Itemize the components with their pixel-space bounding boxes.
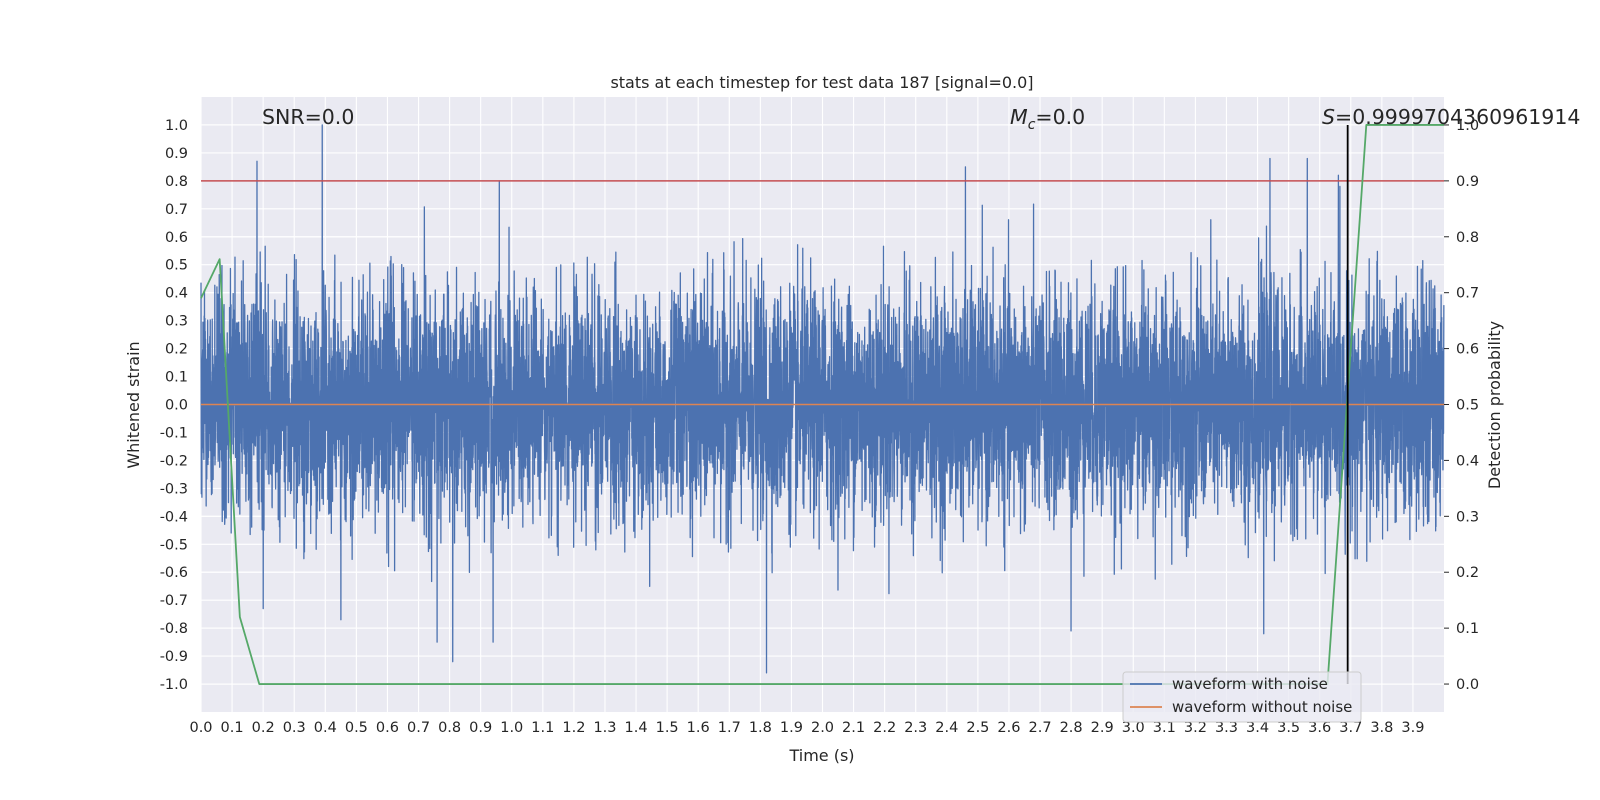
y-tick-label: -0.8 [160, 621, 188, 637]
x-tick-label: 2.8 [1060, 720, 1083, 736]
y-tick-label: -0.4 [160, 509, 188, 525]
x-tick-label: 3.2 [1184, 720, 1207, 736]
y2-tick-label: 0.1 [1456, 621, 1479, 637]
x-tick-label: 2.9 [1091, 720, 1114, 736]
y-tick-label: 0.2 [165, 342, 188, 358]
detection-probability-line [200, 124, 1444, 685]
detection-score-symbol: S [1322, 105, 1335, 129]
x-tick-label: 3.6 [1308, 720, 1331, 736]
x-tick-label: 0.5 [345, 720, 368, 736]
x-tick-label: 3.8 [1370, 720, 1393, 736]
y-tick-label: 0.9 [165, 146, 188, 162]
x-tick-label: 3.7 [1339, 720, 1362, 736]
legend: waveform with noise waveform without noi… [1122, 671, 1362, 723]
series-detection-probability [200, 124, 1444, 685]
x-tick-label: 1.6 [687, 720, 710, 736]
x-tick-label: 2.0 [811, 720, 834, 736]
series-waveform-with-noise [200, 124, 1445, 674]
x-tick-label: 1.4 [625, 720, 648, 736]
y2-tick-label: 0.8 [1456, 230, 1479, 246]
x-tick-label: 1.2 [562, 720, 585, 736]
y-tick-label: -0.1 [160, 425, 188, 441]
x-tick-label: 0.8 [438, 720, 461, 736]
waveform-with-noise-line [200, 124, 1445, 674]
chirp-mass-value: =0.0 [1035, 105, 1085, 129]
y-tick-label: -0.7 [160, 593, 188, 609]
x-tick-label: 3.1 [1153, 720, 1176, 736]
x-tick-label: 3.9 [1401, 720, 1424, 736]
detection-score-value: =0.9999704360961914 [1335, 105, 1580, 129]
x-axis-label: Time (s) [788, 746, 854, 765]
legend-label-waveform-without-noise: waveform without noise [1172, 698, 1352, 716]
y-tick-label: 0.6 [165, 230, 188, 246]
chart-title: stats at each timestep for test data 187… [610, 73, 1033, 92]
x-tick-label: 2.3 [904, 720, 927, 736]
x-tick-label: 1.8 [749, 720, 772, 736]
x-tick-label: 1.7 [718, 720, 741, 736]
x-tick-label: 1.9 [780, 720, 803, 736]
y2-tick-label: 0.0 [1456, 677, 1479, 693]
y-tick-label: 0.0 [165, 398, 188, 414]
x-tick-label: 2.5 [966, 720, 989, 736]
detection-score-annotation: S=0.9999704360961914 [1322, 105, 1580, 129]
legend-label-waveform-with-noise: waveform with noise [1172, 675, 1328, 693]
x-tick-label: 1.5 [656, 720, 679, 736]
x-tick-label: 1.3 [593, 720, 616, 736]
x-tick-label: 0.0 [189, 720, 212, 736]
x-tick-label: 3.0 [1122, 720, 1145, 736]
x-tick-labels: 0.0 0.1 0.2 0.3 0.4 0.5 0.6 0.7 0.8 0.9 1.0 1.1 1.2 1… [189, 720, 1424, 736]
y2-tick-label: 0.2 [1456, 565, 1479, 581]
chirp-mass-subscript: c [1028, 117, 1036, 133]
y-tick-label: -0.2 [160, 453, 188, 469]
y2-tick-labels: 1.0 0.9 0.8 0.7 0.6 0.5 0.4 0.3 0.2 0.1 0.0 [1444, 118, 1479, 693]
chirp-mass-annotation: Mc=0.0 [1010, 105, 1085, 133]
y2-tick-label: 0.4 [1456, 453, 1479, 469]
chirp-mass-symbol: M [1010, 105, 1028, 129]
y2-tick-label: 0.7 [1456, 286, 1479, 302]
x-tick-label: 2.7 [1028, 720, 1051, 736]
y-tick-labels: 1.0 0.9 0.8 0.7 0.6 0.5 0.4 0.3 0.2 0.1 0.0 -0.1 -0.… [160, 118, 188, 693]
y-tick-label: -0.9 [160, 649, 188, 665]
y-tick-label: 0.5 [165, 258, 188, 274]
x-tick-label: 0.7 [407, 720, 430, 736]
snr-annotation: SNR=0.0 [262, 105, 354, 129]
x-tick-label: 3.3 [1215, 720, 1238, 736]
x-tick-label: 2.4 [935, 720, 958, 736]
y-tick-label: 0.7 [165, 202, 188, 218]
y2-tick-label: 0.6 [1456, 342, 1479, 358]
y-tick-label: 1.0 [165, 118, 188, 134]
x-tick-label: 0.6 [376, 720, 399, 736]
y2-tick-label: 0.5 [1456, 398, 1479, 414]
x-tick-label: 0.2 [252, 720, 275, 736]
x-tick-label: 0.3 [283, 720, 306, 736]
y-tick-label: 0.3 [165, 314, 188, 330]
x-tick-label: 2.1 [842, 720, 865, 736]
y-tick-label: -0.3 [160, 481, 188, 497]
x-tick-label: 1.0 [500, 720, 523, 736]
x-tick-label: 0.9 [469, 720, 492, 736]
x-tick-label: 0.4 [314, 720, 337, 736]
x-tick-label: 3.4 [1246, 720, 1269, 736]
y2-axis-label: Detection probability [1485, 321, 1504, 489]
x-tick-label: 2.6 [997, 720, 1020, 736]
y-tick-label: 0.4 [165, 286, 188, 302]
x-tick-label: 1.1 [531, 720, 554, 736]
x-tick-label: 2.2 [873, 720, 896, 736]
y-tick-label: -0.6 [160, 565, 188, 581]
legend-box [1122, 671, 1362, 723]
y2-tick-label: 1.0 [1456, 118, 1479, 134]
y-axis-label: Whitened strain [124, 341, 143, 468]
y-tick-label: -1.0 [160, 677, 188, 693]
x-tick-label: 0.1 [221, 720, 244, 736]
y2-tick-label: 0.3 [1456, 509, 1479, 525]
y-tick-label: 0.8 [165, 174, 188, 190]
y-tick-label: 0.1 [165, 370, 188, 386]
y-tick-label: -0.5 [160, 537, 188, 553]
y2-tick-label: 0.9 [1456, 174, 1479, 190]
x-tick-label: 3.5 [1277, 720, 1300, 736]
